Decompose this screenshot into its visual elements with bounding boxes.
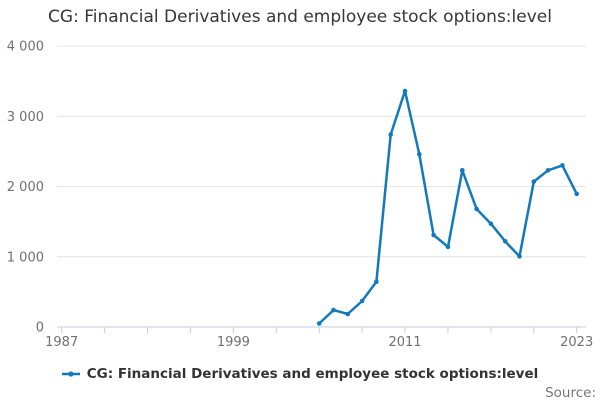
y-axis-tick-label: 1 000 (7, 250, 44, 265)
data-point (402, 88, 408, 94)
chart-title: CG: Financial Derivatives and employee s… (48, 7, 552, 27)
data-point (359, 298, 365, 304)
data-point (345, 311, 351, 317)
data-point (388, 132, 394, 137)
x-axis-tick-label: 2023 (560, 335, 593, 350)
line-with-dot-icon (61, 370, 80, 378)
data-point (331, 307, 336, 313)
data-point (517, 254, 522, 259)
y-axis-tick-label: 0 (36, 321, 44, 336)
data-point (545, 168, 551, 173)
data-line (317, 89, 578, 325)
y-axis-tick-label: 4 000 (7, 40, 44, 55)
data-point (374, 279, 379, 285)
data-point (417, 151, 422, 157)
data-point (531, 179, 537, 184)
data-point (474, 206, 479, 212)
data-point (488, 221, 494, 226)
x-axis-tick-label: 1987 (45, 335, 78, 350)
legend-label: CG: Financial Derivatives and employee s… (86, 366, 539, 382)
source-note: Source: (545, 385, 596, 400)
data-point (574, 191, 579, 197)
data-point (445, 244, 451, 250)
data-point (502, 239, 508, 244)
data-point (560, 163, 565, 168)
data-point (431, 232, 436, 238)
legend-item[interactable]: CG: Financial Derivatives and employee s… (0, 364, 600, 384)
x-axis-tick-label: 2011 (388, 335, 421, 350)
y-axis-tick-label: 3 000 (7, 110, 44, 125)
x-axis-tick-label: 1999 (217, 335, 250, 350)
data-point (460, 168, 465, 173)
y-axis-tick-label: 2 000 (7, 180, 44, 195)
data-point (316, 321, 322, 326)
